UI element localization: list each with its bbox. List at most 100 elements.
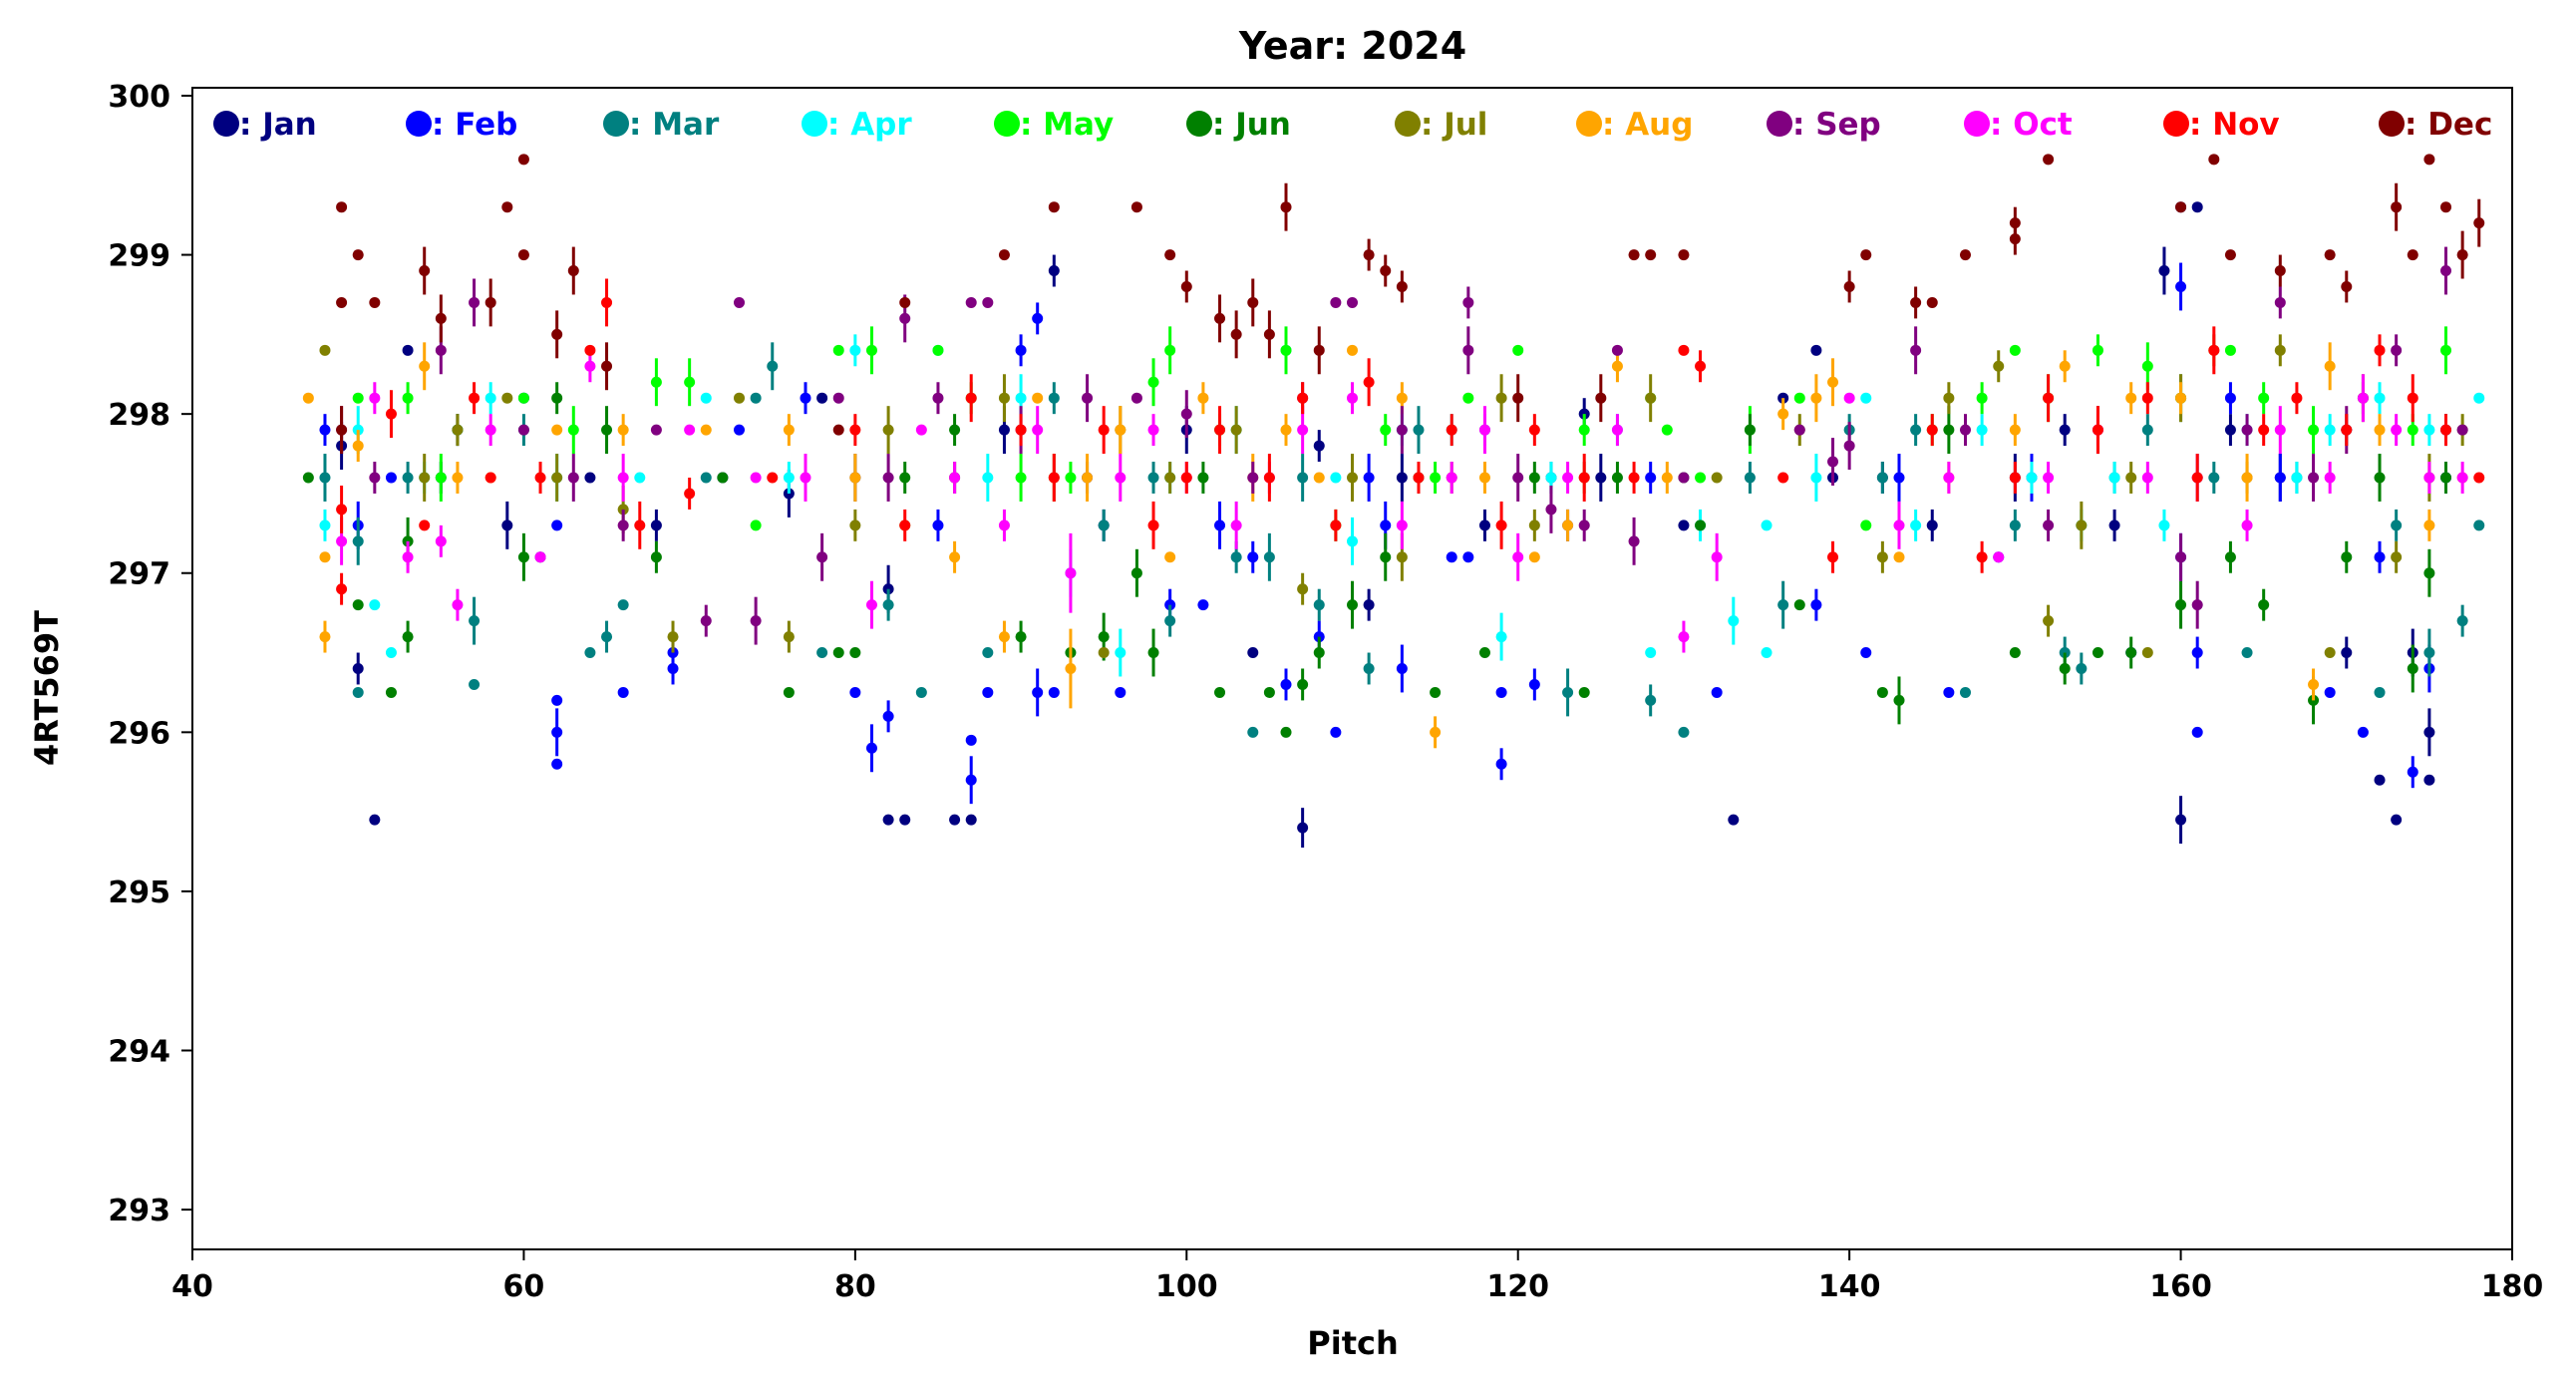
data-point xyxy=(2440,344,2452,356)
data-point xyxy=(1380,551,1392,563)
data-point xyxy=(2175,814,2187,826)
data-point xyxy=(302,472,314,484)
legend-marker xyxy=(603,111,629,137)
data-point xyxy=(1413,472,1425,484)
data-point xyxy=(2141,392,2153,404)
data-point xyxy=(998,424,1010,436)
data-point xyxy=(1943,392,1955,404)
data-point xyxy=(2423,520,2435,531)
data-point xyxy=(899,312,911,324)
data-point xyxy=(1777,408,1789,420)
legend-label: : Aug xyxy=(1602,107,1693,143)
data-point xyxy=(2009,520,2021,531)
data-point xyxy=(1347,344,1358,356)
data-point xyxy=(734,392,746,404)
legend-marker xyxy=(1964,111,1990,137)
data-point xyxy=(849,472,861,484)
legend-label: : Nov xyxy=(2189,107,2280,143)
data-point xyxy=(717,472,729,484)
data-point xyxy=(617,520,629,531)
data-point xyxy=(2423,647,2435,659)
data-point xyxy=(1462,344,1474,356)
legend-marker xyxy=(1767,111,1792,137)
legend-label: : Feb xyxy=(432,107,517,143)
data-point xyxy=(1032,424,1044,436)
data-point xyxy=(1330,472,1342,484)
data-point xyxy=(1860,647,1872,659)
data-point xyxy=(617,472,629,484)
data-point xyxy=(2175,551,2187,563)
data-point xyxy=(1230,424,1242,436)
data-point xyxy=(2456,472,2468,484)
data-point xyxy=(1562,520,1574,531)
data-point xyxy=(601,296,613,308)
data-point xyxy=(1147,472,1159,484)
data-point xyxy=(783,631,795,643)
data-point xyxy=(1230,551,1242,563)
data-point xyxy=(1065,472,1077,484)
legend-label: : Jul xyxy=(1421,107,1487,143)
data-point xyxy=(2175,201,2187,213)
data-point xyxy=(1147,424,1159,436)
data-point xyxy=(849,686,861,698)
data-point xyxy=(551,424,563,436)
chart-axes: 40 60 80 100 120 140 160 180 293 294 295 296 297 298 2… xyxy=(108,80,2543,1304)
data-point xyxy=(750,520,762,531)
data-point xyxy=(319,631,331,643)
data-point xyxy=(352,440,364,452)
data-point xyxy=(534,472,546,484)
data-point xyxy=(567,472,579,484)
data-point xyxy=(517,424,529,436)
data-point xyxy=(965,392,977,404)
data-point xyxy=(1180,408,1192,420)
data-point xyxy=(965,296,977,308)
data-point xyxy=(1993,360,2005,372)
data-point xyxy=(1263,328,1275,340)
data-point xyxy=(832,647,844,659)
data-point xyxy=(469,615,481,627)
data-point xyxy=(385,408,397,420)
data-point xyxy=(369,392,381,404)
data-point xyxy=(1611,472,1623,484)
data-point xyxy=(1347,535,1358,547)
data-point xyxy=(750,615,762,627)
data-point xyxy=(2324,360,2336,372)
data-point xyxy=(915,686,927,698)
data-point xyxy=(965,814,977,826)
data-point xyxy=(2341,424,2353,436)
data-point xyxy=(2108,472,2120,484)
data-point xyxy=(998,392,1010,404)
data-point xyxy=(2407,766,2418,778)
data-point xyxy=(2241,520,2253,531)
data-point xyxy=(501,520,513,531)
data-point xyxy=(1396,392,1408,404)
data-point xyxy=(2423,154,2435,166)
series-7 xyxy=(302,342,2468,749)
legend-item: : Dec xyxy=(2379,107,2492,143)
data-point xyxy=(1247,296,1259,308)
data-point xyxy=(2224,249,2236,261)
data-point xyxy=(965,734,977,746)
data-point xyxy=(2158,265,2170,277)
data-point xyxy=(1528,551,1540,563)
data-point xyxy=(1015,344,1027,356)
data-point xyxy=(1330,296,1342,308)
data-point xyxy=(1280,344,1292,356)
data-point xyxy=(1545,472,1557,484)
data-point xyxy=(1147,376,1159,388)
data-point xyxy=(1263,472,1275,484)
data-point xyxy=(684,424,696,436)
data-point xyxy=(2059,663,2071,674)
legend-label: : Apr xyxy=(827,107,912,143)
data-point xyxy=(2341,280,2353,292)
data-point xyxy=(1280,726,1292,738)
data-point xyxy=(419,265,431,277)
data-point xyxy=(2076,520,2088,531)
data-point xyxy=(1065,663,1077,674)
data-point xyxy=(1164,472,1176,484)
data-point xyxy=(1793,392,1805,404)
data-point xyxy=(1164,551,1176,563)
data-point xyxy=(1430,472,1442,484)
